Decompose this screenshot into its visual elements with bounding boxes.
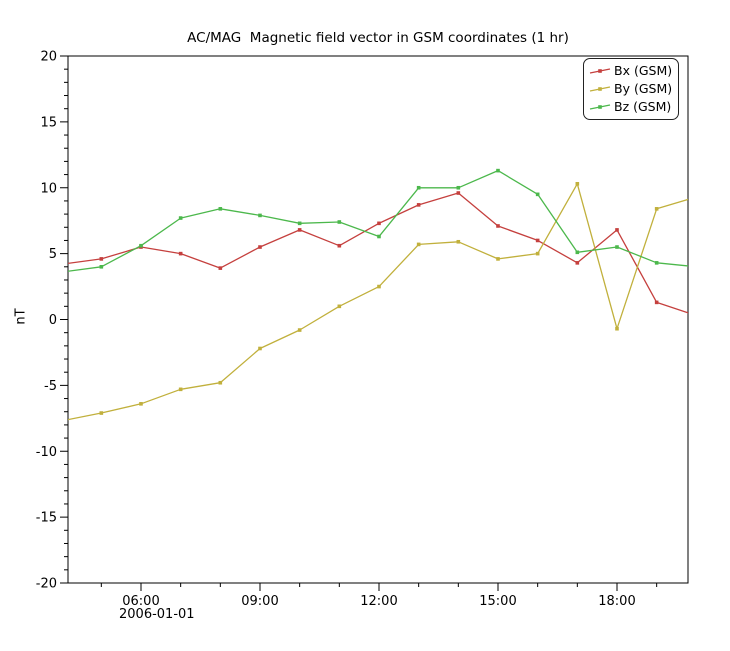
- series-marker-by: [178, 387, 183, 392]
- series-marker-bx: [695, 314, 699, 318]
- legend-label-bz: Bz (GSM): [614, 99, 672, 114]
- series-marker-bx: [258, 245, 262, 249]
- series-marker-bx: [456, 191, 461, 195]
- series-marker-by: [615, 326, 619, 331]
- x-tick-label: 15:00: [479, 594, 516, 609]
- series-marker-bx: [615, 228, 619, 232]
- x-axis-date-label: 2006-01-01: [119, 607, 195, 622]
- series-marker-bz: [456, 185, 461, 190]
- series-line-bx: [68, 192, 688, 314]
- series-marker-by: [575, 181, 580, 186]
- y-tick-label: 15: [40, 115, 57, 130]
- series-marker-bx: [297, 228, 302, 232]
- series-marker-by: [139, 402, 143, 406]
- legend-label-by: By (GSM): [614, 81, 673, 96]
- series-marker-bx: [654, 300, 659, 305]
- series-marker-bz: [416, 185, 421, 190]
- y-tick-label: 20: [40, 50, 57, 65]
- series-marker-bz: [496, 168, 500, 173]
- series-marker-bx: [377, 221, 381, 226]
- y-tick-label: -10: [36, 445, 57, 460]
- series-marker-bz: [297, 221, 302, 226]
- y-tick-label: -5: [44, 379, 57, 394]
- series-marker-bz: [654, 261, 659, 265]
- legend-marker-bx-icon: [589, 68, 611, 74]
- y-tick-label: 0: [49, 313, 57, 328]
- series-marker-by: [297, 328, 302, 332]
- series-marker-bz: [99, 265, 104, 269]
- y-tick-label: 5: [49, 247, 57, 262]
- series-marker-by: [218, 380, 223, 385]
- x-tick-label: 12:00: [360, 594, 397, 609]
- series-marker-by: [258, 346, 262, 351]
- series-marker-bx: [496, 224, 500, 228]
- series-marker-bx: [218, 266, 223, 270]
- series-marker-bx: [337, 243, 342, 248]
- series-marker-bz: [178, 216, 183, 220]
- legend-box: Bx (GSM) By (GSM) Bz (GSM): [583, 58, 679, 120]
- series-marker-bx: [60, 262, 64, 266]
- legend-item-bx: Bx (GSM): [589, 62, 674, 80]
- series-marker-bz: [575, 250, 580, 255]
- series-group: [60, 168, 699, 423]
- legend-item-by: By (GSM): [589, 80, 674, 98]
- series-marker-bz: [258, 213, 262, 218]
- series-marker-by: [60, 419, 64, 423]
- series-marker-bx: [535, 238, 540, 243]
- series-marker-by: [337, 304, 342, 309]
- series-line-bz: [68, 169, 688, 272]
- series-line-by: [68, 183, 688, 421]
- series-marker-by: [654, 207, 659, 211]
- y-tick-label: -15: [36, 511, 57, 526]
- series-marker-bz: [377, 234, 381, 239]
- series-marker-by: [456, 239, 461, 244]
- plot-frame: [67, 55, 689, 584]
- series-marker-bz: [337, 220, 342, 224]
- y-tick-label: 10: [40, 181, 57, 196]
- series-marker-bz: [139, 243, 143, 248]
- legend-marker-bz-icon: [589, 104, 611, 110]
- legend-marker-by-icon: [589, 86, 611, 92]
- series-marker-bz: [60, 270, 64, 274]
- x-tick-label: 09:00: [241, 594, 278, 609]
- chart-title: AC/MAG Magnetic field vector in GSM coor…: [187, 30, 569, 46]
- series-marker-bx: [99, 257, 104, 261]
- series-marker-bz: [218, 207, 223, 211]
- series-marker-by: [695, 195, 699, 199]
- legend-item-bz: Bz (GSM): [589, 98, 674, 116]
- series-marker-bz: [535, 192, 540, 197]
- series-marker-by: [496, 257, 500, 261]
- x-tick-label: 06:00: [122, 594, 159, 609]
- series-marker-by: [535, 251, 540, 256]
- series-marker-bz: [615, 245, 619, 249]
- series-marker-by: [377, 284, 381, 289]
- series-marker-bx: [416, 203, 421, 207]
- y-axis-title: nT: [13, 308, 29, 325]
- x-tick-label: 18:00: [598, 594, 635, 609]
- series-marker-by: [416, 242, 421, 247]
- series-marker-bx: [575, 261, 580, 265]
- y-tick-label: -20: [36, 577, 57, 592]
- series-marker-bz: [695, 265, 699, 269]
- series-marker-by: [99, 411, 104, 415]
- series-marker-bx: [178, 251, 183, 256]
- legend-label-bx: Bx (GSM): [614, 63, 673, 78]
